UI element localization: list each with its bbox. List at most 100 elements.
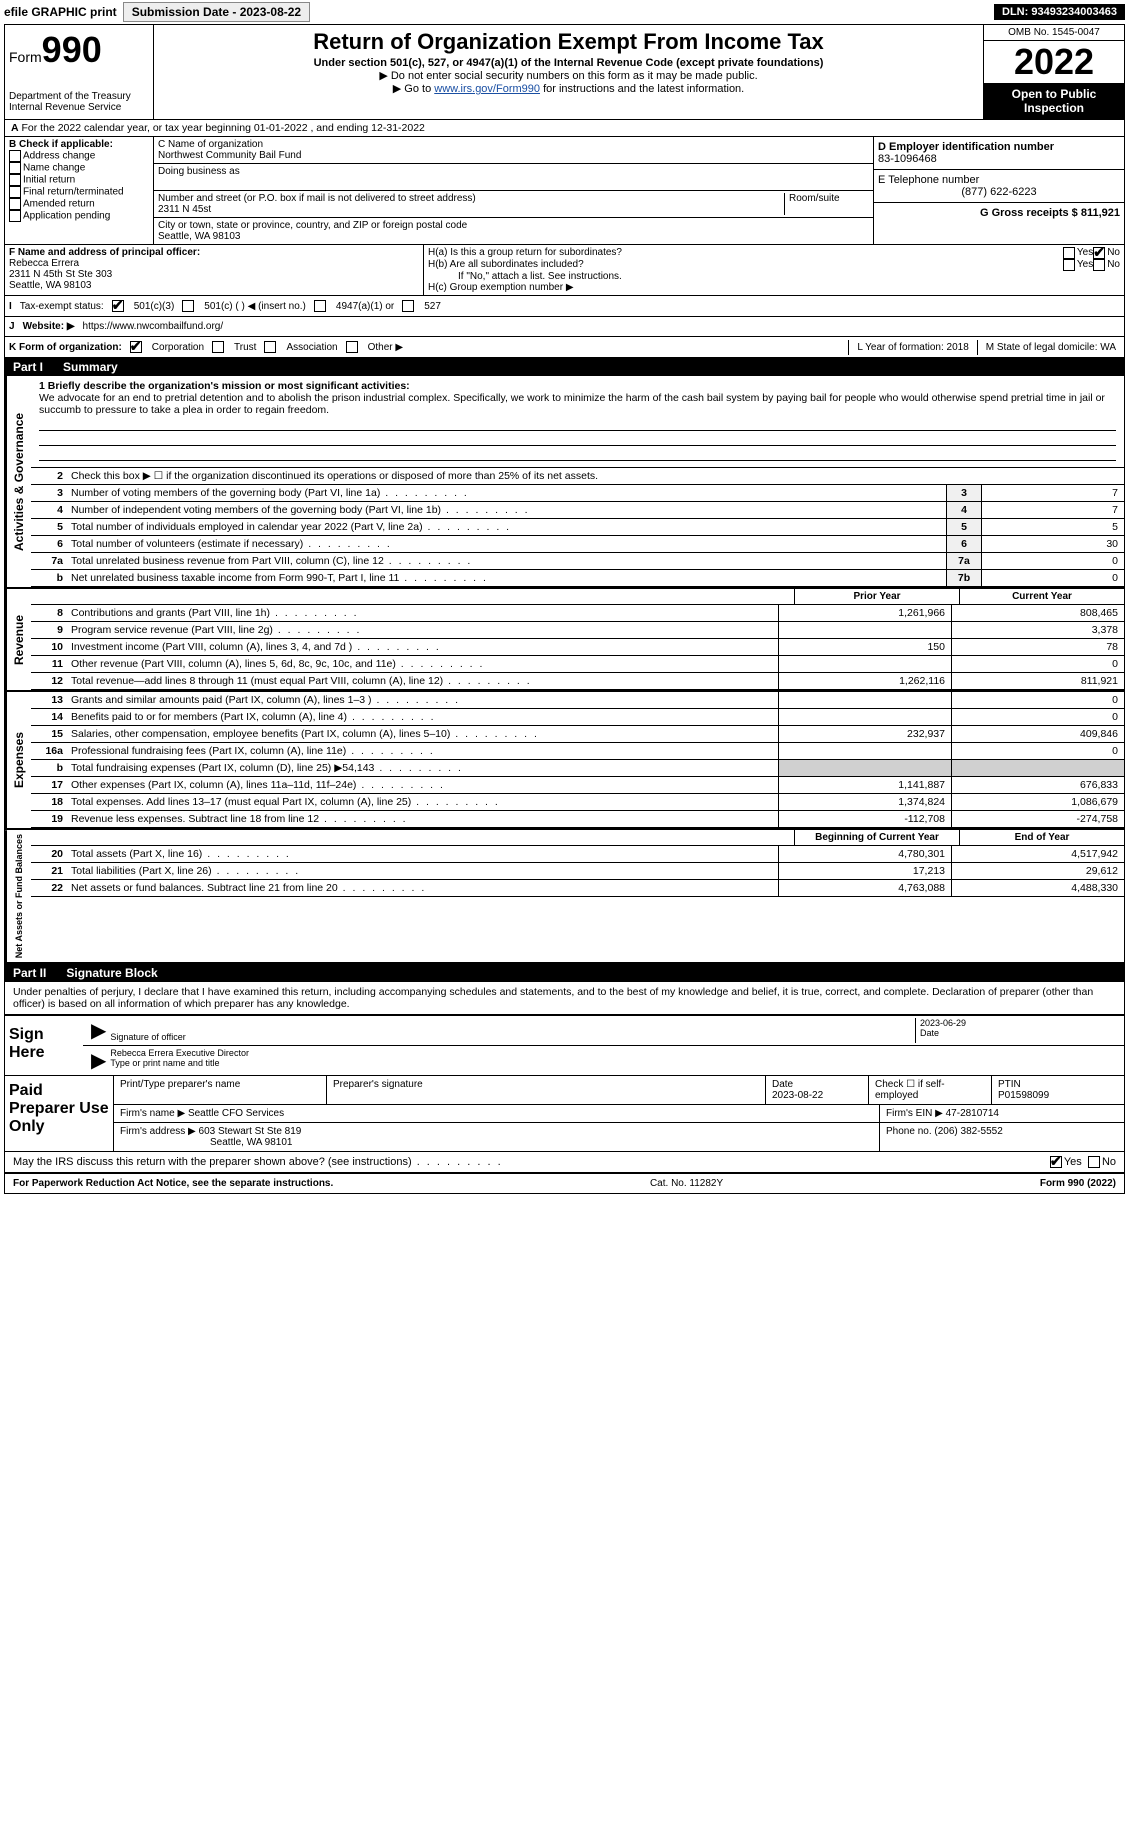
footer-row: For Paperwork Reduction Act Notice, see … — [5, 1173, 1124, 1193]
hb-no: No — [1107, 259, 1120, 271]
prep-date-lbl: Date — [772, 1079, 793, 1090]
cb-address[interactable] — [9, 150, 21, 162]
line-text: Total revenue—add lines 8 through 11 (mu… — [67, 673, 778, 689]
irs-question: May the IRS discuss this return with the… — [13, 1156, 1050, 1168]
line-12: 12 Total revenue—add lines 8 through 11 … — [31, 673, 1124, 690]
f-label: F Name and address of principal officer: — [9, 247, 200, 258]
val-prior: 1,141,887 — [778, 777, 951, 793]
sign-here-label: Sign Here — [5, 1016, 83, 1075]
part2-num: Part II — [13, 966, 46, 980]
firm-phone-val: (206) 382-5552 — [934, 1126, 1002, 1137]
cb-pending[interactable] — [9, 210, 21, 222]
dept-irs: Internal Revenue Service — [9, 102, 149, 113]
line-text: Total number of volunteers (estimate if … — [67, 536, 946, 552]
irs-no: No — [1102, 1156, 1116, 1168]
city-row: City or town, state or province, country… — [154, 218, 873, 244]
lm-block: L Year of formation: 2018 M State of leg… — [848, 340, 1124, 355]
cb-initial[interactable] — [9, 174, 21, 186]
val-prior: 150 — [778, 639, 951, 655]
block-f: F Name and address of principal officer:… — [5, 245, 424, 295]
line-box: 7a — [946, 553, 981, 569]
check-col-b: B Check if applicable: Address change Na… — [5, 137, 154, 244]
header-row: Form990 Department of the Treasury Inter… — [5, 25, 1124, 120]
preparer-block: Paid Preparer Use Only Print/Type prepar… — [5, 1076, 1124, 1152]
val-curr: 0 — [951, 692, 1124, 708]
line-22: 22 Net assets or fund balances. Subtract… — [31, 880, 1124, 897]
line-5: 5 Total number of individuals employed i… — [31, 519, 1124, 536]
checkb-label: B Check if applicable: — [9, 139, 113, 150]
tax-year: 2022 — [984, 41, 1124, 83]
line-box: 6 — [946, 536, 981, 552]
line-text: Total number of individuals employed in … — [67, 519, 946, 535]
ha-no-cb[interactable] — [1093, 247, 1105, 259]
header-mid: Return of Organization Exempt From Incom… — [154, 25, 983, 119]
sign-here-row: Sign Here ▶ Signature of officer 2023-06… — [5, 1016, 1124, 1076]
val-prior — [778, 709, 951, 725]
val-prior: 1,262,116 — [778, 673, 951, 689]
irs-link[interactable]: www.irs.gov/Form990 — [434, 83, 540, 95]
exp-section: Expenses 13 Grants and similar amounts p… — [5, 692, 1124, 830]
cb-trust[interactable] — [212, 341, 224, 353]
status-label: Tax-exempt status: — [20, 301, 104, 312]
line-text: Total unrelated business revenue from Pa… — [67, 553, 946, 569]
vert-gov: Activities & Governance — [5, 376, 31, 587]
val-curr: 0 — [951, 709, 1124, 725]
gross-row: G Gross receipts $ 811,921 — [874, 203, 1124, 223]
line-3: 3 Number of voting members of the govern… — [31, 485, 1124, 502]
submission-date-button[interactable]: Submission Date - 2023-08-22 — [123, 2, 310, 22]
val-curr: 3,378 — [951, 622, 1124, 638]
irs-yes: Yes — [1064, 1156, 1082, 1168]
val-prior — [778, 622, 951, 638]
cb-assoc[interactable] — [264, 341, 276, 353]
ha-yes-cb[interactable] — [1063, 247, 1075, 259]
k-label: K Form of organization: — [9, 342, 122, 353]
prep-row-2: Firm's name ▶ Seattle CFO Services Firm'… — [114, 1105, 1124, 1123]
line-val: 30 — [981, 536, 1124, 552]
cb-final[interactable] — [9, 186, 21, 198]
block-c: C Name of organization Northwest Communi… — [154, 137, 873, 244]
top-bar: efile GRAPHIC print Submission Date - 20… — [0, 0, 1129, 24]
line-21: 21 Total liabilities (Part X, line 26) 1… — [31, 863, 1124, 880]
cb-other[interactable] — [346, 341, 358, 353]
vert-rev: Revenue — [5, 589, 31, 690]
line-2: 2 Check this box ▶ ☐ if the organization… — [31, 468, 1124, 485]
period-text: For the 2022 calendar year, or tax year … — [22, 122, 425, 134]
cb-corp[interactable] — [130, 341, 142, 353]
hb-no-cb[interactable] — [1093, 259, 1105, 271]
goto-pre: ▶ Go to — [393, 83, 434, 95]
hc-label: H(c) Group exemption number ▶ — [428, 282, 1120, 293]
val-curr: 811,921 — [951, 673, 1124, 689]
val-curr: 409,846 — [951, 726, 1124, 742]
goto-post: for instructions and the latest informat… — [540, 83, 744, 95]
website-row: J Website: ▶ https://www.nwcombailfund.o… — [5, 317, 1124, 337]
hb-yes-cb[interactable] — [1063, 259, 1075, 271]
line-text: Professional fundraising fees (Part IX, … — [67, 743, 778, 759]
cb-amended[interactable] — [9, 198, 21, 210]
prep-row-1: Print/Type preparer's name Preparer's si… — [114, 1076, 1124, 1105]
form-title: Return of Organization Exempt From Incom… — [164, 29, 973, 55]
irs-yes-cb[interactable] — [1050, 1156, 1062, 1168]
l-year: L Year of formation: 2018 — [849, 340, 977, 355]
sig-line-1: ▶ Signature of officer 2023-06-29 Date — [83, 1016, 1124, 1046]
mission-block: 1 Briefly describe the organization's mi… — [31, 376, 1124, 468]
cb-name[interactable] — [9, 162, 21, 174]
cb-527[interactable] — [402, 300, 414, 312]
cb-501c[interactable] — [182, 300, 194, 312]
firm-addr-lbl: Firm's address ▶ — [120, 1126, 196, 1137]
note-ssn: ▶ Do not enter social security numbers o… — [164, 69, 973, 82]
net-col-header: Beginning of Current Year End of Year — [31, 830, 1124, 846]
sig-date-value: 2023-06-29 — [920, 1018, 1120, 1028]
line-text: Number of independent voting members of … — [67, 502, 946, 518]
gov-section: Activities & Governance 1 Briefly descri… — [5, 376, 1124, 589]
m-state: M State of legal domicile: WA — [978, 340, 1124, 355]
val-curr: 4,517,942 — [951, 846, 1124, 862]
val-prior: 17,213 — [778, 863, 951, 879]
irs-no-cb[interactable] — [1088, 1156, 1100, 1168]
blank-line — [39, 433, 1116, 446]
line-text: Contributions and grants (Part VIII, lin… — [67, 605, 778, 621]
cb-4947[interactable] — [314, 300, 326, 312]
line-text: Total fundraising expenses (Part IX, col… — [67, 760, 778, 776]
cb-501c3[interactable] — [112, 300, 124, 312]
line-text: Benefits paid to or for members (Part IX… — [67, 709, 778, 725]
rev-section: Revenue Prior Year Current Year 8 Contri… — [5, 589, 1124, 692]
